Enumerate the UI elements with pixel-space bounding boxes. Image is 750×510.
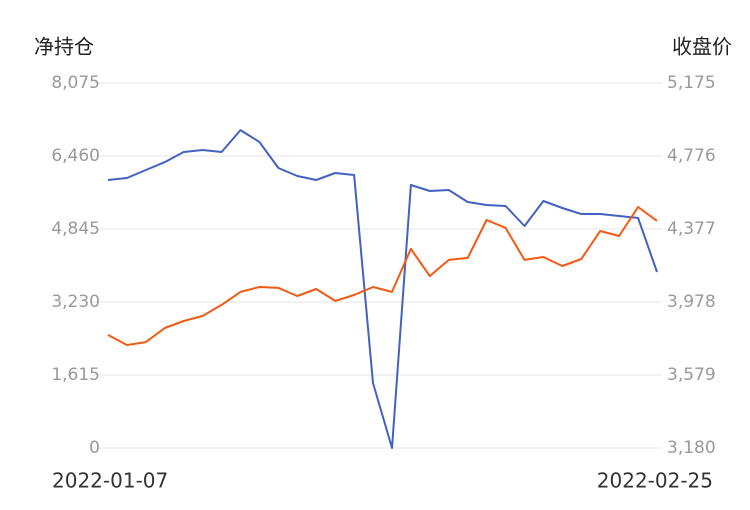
- series-line: [107, 129, 658, 449]
- y-tick-label: 6,460: [51, 146, 100, 166]
- y2-tick-label: 5,175: [667, 73, 716, 93]
- y-tick-label: 0: [89, 438, 100, 458]
- y2-tick-label: 3,579: [667, 365, 716, 385]
- y2-tick-label: 4,377: [667, 219, 716, 239]
- y-tick-label: 3,230: [51, 292, 100, 312]
- x-tick-label: 2022-01-07: [52, 469, 168, 493]
- y-axis-title: 净持仓: [34, 35, 94, 59]
- y2-axis-title: 收盘价: [672, 35, 732, 59]
- y-tick-label: 4,845: [51, 219, 100, 239]
- y-tick-label: 8,075: [51, 73, 100, 93]
- y2-tick-label: 4,776: [667, 146, 716, 166]
- x-tick-label: 2022-02-25: [597, 469, 713, 493]
- series-line: [107, 206, 658, 346]
- y2-tick-label: 3,978: [667, 292, 716, 312]
- y-tick-label: 1,615: [51, 365, 100, 385]
- y2-tick-label: 3,180: [667, 438, 716, 458]
